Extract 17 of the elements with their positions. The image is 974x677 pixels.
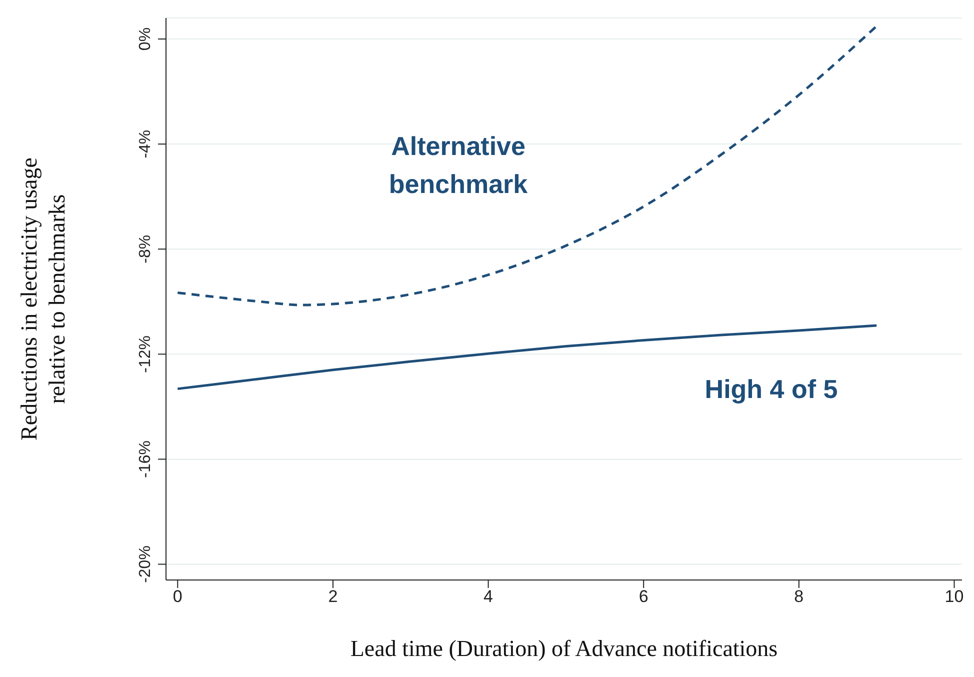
y-tick-label: -16% [137,440,154,478]
y-tick-label: -8% [137,234,154,264]
x-tick-label: 6 [638,587,648,606]
series-label: High 4 of 5 [704,374,838,404]
x-tick-label: 4 [484,587,494,606]
y-tick-label: -12% [137,335,154,373]
x-tick-label: 2 [328,587,338,606]
x-tick-label: 8 [794,587,804,606]
x-axis-title: Lead time (Duration) of Advance notifications [350,636,778,661]
y-tick-label: -4% [137,130,154,158]
line-series [176,24,878,306]
x-tick-label: 10 [944,587,964,606]
y-tick-label: -20% [137,546,154,583]
x-tick-label: 0 [172,587,182,606]
y-axis-title: Reductions in electricity usage relative to benchmarks [15,158,70,440]
y-tick-label: 0% [137,27,154,51]
text: Alternative benchmark [388,130,528,199]
